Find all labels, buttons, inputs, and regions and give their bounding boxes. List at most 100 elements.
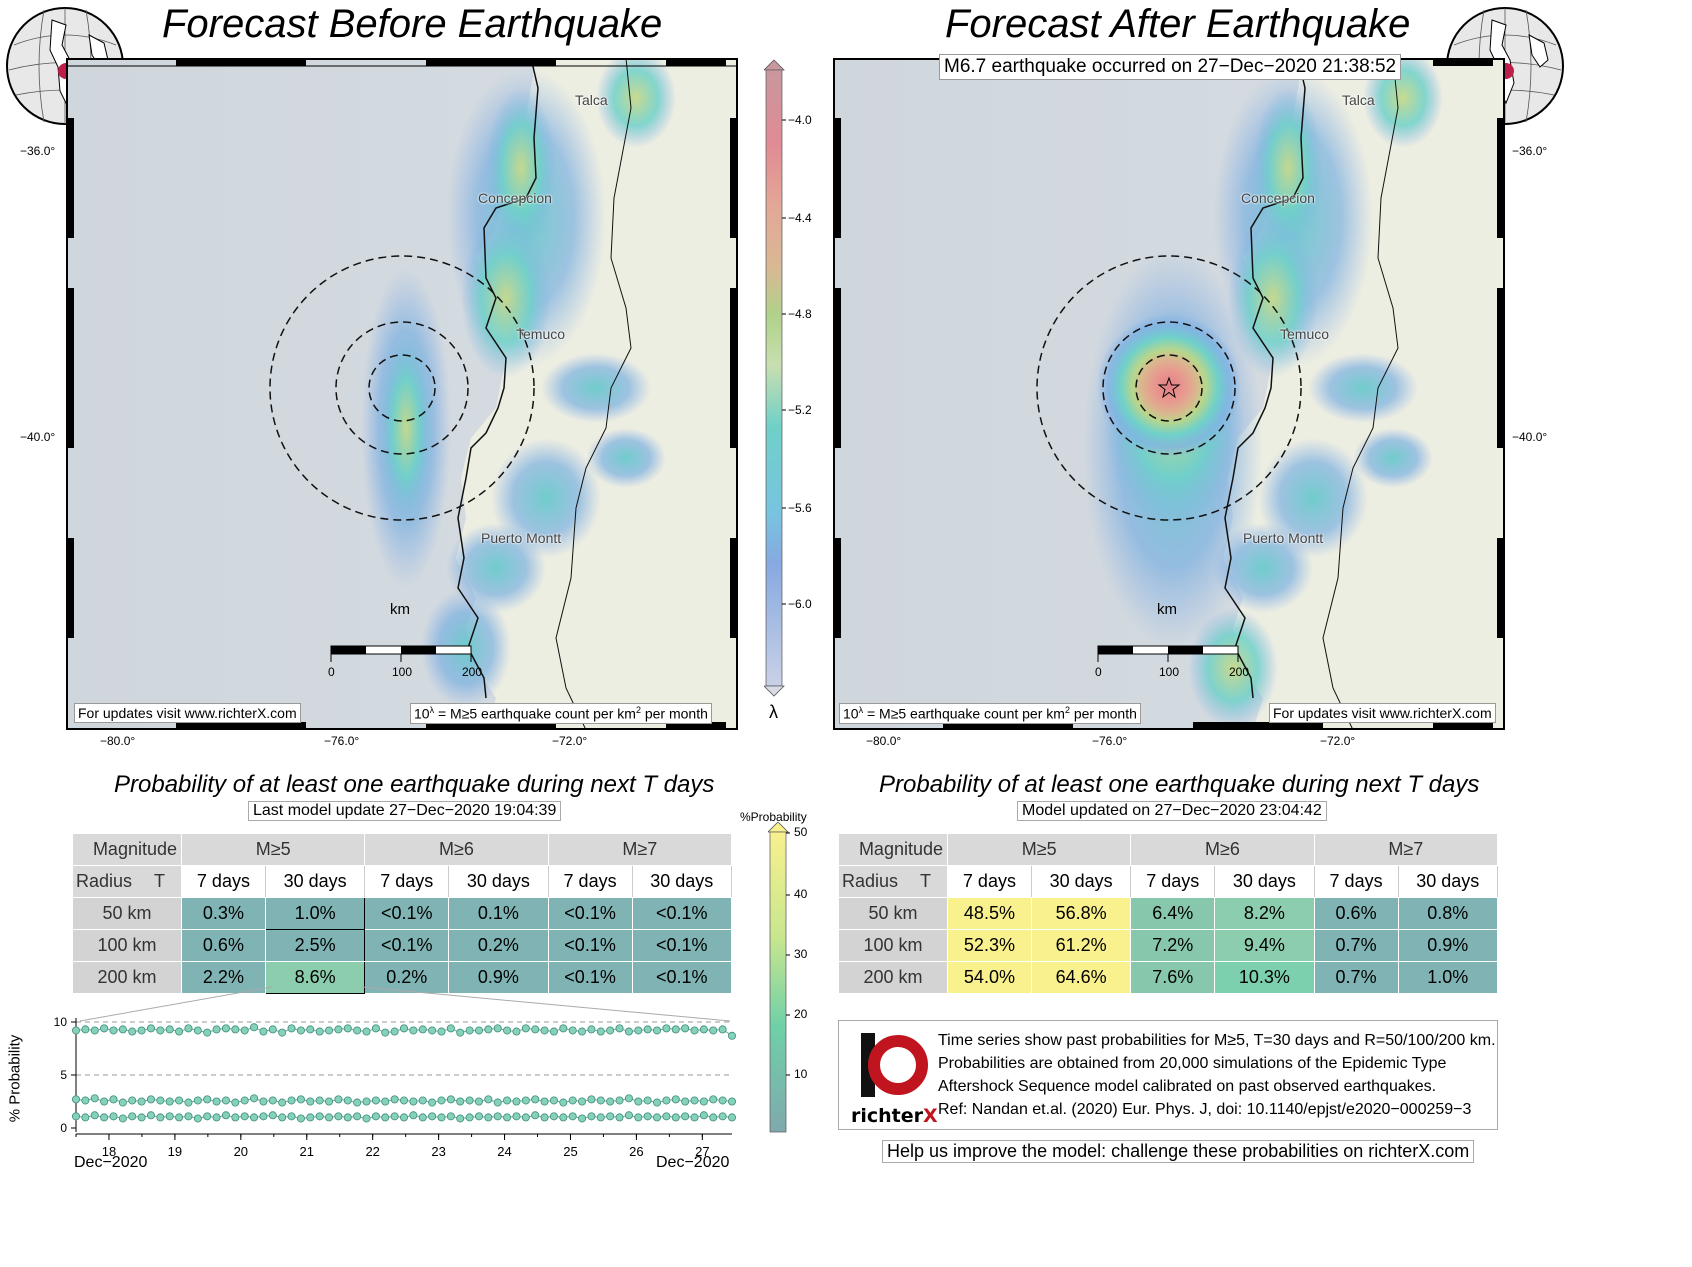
city-label-puerto-montt: Puerto Montt	[1243, 530, 1324, 546]
ts-data-point	[512, 1112, 521, 1121]
ts-data-point	[343, 1096, 352, 1105]
colorbar-tick-5-6: −5.6	[788, 501, 812, 515]
ts-x-tick-label: 24	[497, 1144, 511, 1159]
lambda-colorbar	[764, 59, 786, 697]
ts-x-tick-label: 22	[365, 1144, 379, 1159]
ts-data-point	[296, 1026, 305, 1035]
ts-data-point	[624, 1027, 633, 1036]
right-forecast-map[interactable]: M6.7 earthquake occurred on 27−Dec−2020 …	[833, 54, 1505, 730]
ts-data-point	[596, 1096, 605, 1105]
ts-data-point	[306, 1025, 315, 1034]
ts-data-point	[549, 1096, 558, 1105]
corner-radius: Radius T	[72, 865, 182, 898]
ts-data-point	[259, 1112, 268, 1121]
scale-tick-200: 200	[1229, 665, 1250, 679]
prob-cell: 0.8%	[1397, 897, 1499, 930]
ts-data-point	[418, 1113, 427, 1122]
left-lambda-legend: 10λ = M≥5 earthquake count per km2 per m…	[410, 703, 712, 724]
left-forecast-map[interactable]: Talca Concepcion Temuco Puerto Montt km …	[66, 58, 738, 730]
ts-data-point	[559, 1098, 568, 1107]
ts-data-point	[259, 1097, 268, 1106]
ts-data-point	[662, 1112, 671, 1121]
prob-cell: 0.2%	[448, 929, 549, 962]
ts-data-point	[381, 1097, 390, 1106]
ts-data-point	[156, 1026, 165, 1035]
ts-data-point	[409, 1097, 418, 1106]
ts-data-point	[118, 1025, 127, 1034]
prob-cell: 0.7%	[1313, 961, 1399, 994]
ts-data-point	[699, 1025, 708, 1034]
ts-data-point	[371, 1112, 380, 1121]
prob-cell: <0.1%	[547, 897, 633, 930]
colorbar-tick-6-0: −6.0	[788, 597, 812, 611]
ts-data-point	[540, 1113, 549, 1122]
ts-data-point	[128, 1112, 137, 1121]
ts-data-point	[418, 1025, 427, 1034]
ts-data-point	[193, 1114, 202, 1123]
ts-data-point	[165, 1025, 174, 1034]
city-label-temuco: Temuco	[516, 326, 566, 342]
ts-data-point	[72, 1095, 81, 1104]
ts-data-point	[212, 1113, 221, 1122]
ts-data-point	[587, 1112, 596, 1121]
ts-data-point	[671, 1025, 680, 1034]
ts-data-point	[446, 1024, 455, 1033]
ts-data-point	[296, 1095, 305, 1104]
ts-data-point	[334, 1112, 343, 1121]
ts-data-point	[643, 1025, 652, 1034]
zoom-connector	[79, 986, 731, 1022]
ts-data-point	[362, 1114, 371, 1123]
ts-data-point	[690, 1113, 699, 1122]
ts-ylabel: % Probability	[6, 1034, 24, 1123]
ts-data-point	[409, 1111, 418, 1120]
corner-radius: Radius T	[838, 865, 948, 898]
ts-x-tick-label: 25	[563, 1144, 577, 1159]
period-header: 7 days	[1313, 865, 1399, 898]
ts-data-point	[718, 1025, 727, 1034]
ts-data-point	[334, 1095, 343, 1104]
ts-data-point	[587, 1095, 596, 1104]
richterx-wordmark: richterX	[851, 1105, 938, 1127]
right-probability-table: Magnitude M≥5 M≥6 M≥7 Radius T 7 days 30 …	[838, 833, 1499, 994]
prob-cell: 6.4%	[1130, 897, 1216, 930]
ts-data-point	[578, 1097, 587, 1106]
event-label: M6.7 earthquake occurred on 27−Dec−2020 …	[939, 54, 1402, 80]
ts-data-point	[643, 1096, 652, 1105]
prob-cell: 48.5%	[947, 897, 1032, 930]
ts-data-point	[278, 1098, 287, 1107]
ts-data-point	[306, 1097, 315, 1106]
radius-label: 50 km	[838, 897, 948, 930]
prob-cell: <0.1%	[631, 897, 733, 930]
ts-data-point	[437, 1113, 446, 1122]
ts-x-tick-label: 18	[102, 1144, 116, 1159]
ts-data-point	[503, 1026, 512, 1035]
left-update-label: Last model update 27−Dec−2020 19:04:39	[248, 801, 562, 821]
ts-y-tick-label: 10	[54, 1015, 68, 1029]
ts-data-point	[100, 1097, 109, 1106]
info-line-1: Time series show past probabilities for …	[938, 1032, 1496, 1049]
period-header: 7 days	[1130, 865, 1216, 898]
ts-data-point	[343, 1024, 352, 1033]
info-line-3: Aftershock Sequence model calibrated on …	[938, 1078, 1437, 1095]
left-lon-label-76: −76.0°	[324, 734, 360, 748]
info-box: richterX Time series show past probabili…	[838, 1020, 1498, 1130]
prob-cell: 56.8%	[1030, 897, 1132, 930]
right-update-link[interactable]: For updates visit www.richterX.com	[1269, 703, 1496, 723]
ts-data-point	[381, 1028, 390, 1037]
prob-cell: 0.3%	[181, 897, 266, 930]
ts-data-point	[540, 1097, 549, 1106]
ts-data-point	[81, 1096, 90, 1105]
period-header: 30 days	[1214, 865, 1315, 898]
ts-data-point	[343, 1113, 352, 1122]
ts-data-point	[315, 1096, 324, 1105]
ts-data-point	[718, 1112, 727, 1121]
period-header: 7 days	[947, 865, 1032, 898]
ts-data-point	[596, 1027, 605, 1036]
ts-data-point	[90, 1111, 99, 1120]
city-label-concepcion: Concepcion	[478, 190, 552, 206]
left-update-link[interactable]: For updates visit www.richterX.com	[74, 703, 301, 723]
ts-data-point	[109, 1112, 118, 1121]
mag-header: M≥5	[946, 833, 1132, 866]
help-link[interactable]: Help us improve the model: challenge the…	[882, 1140, 1475, 1163]
right-update-label: Model updated on 27−Dec−2020 23:04:42	[1017, 801, 1327, 821]
